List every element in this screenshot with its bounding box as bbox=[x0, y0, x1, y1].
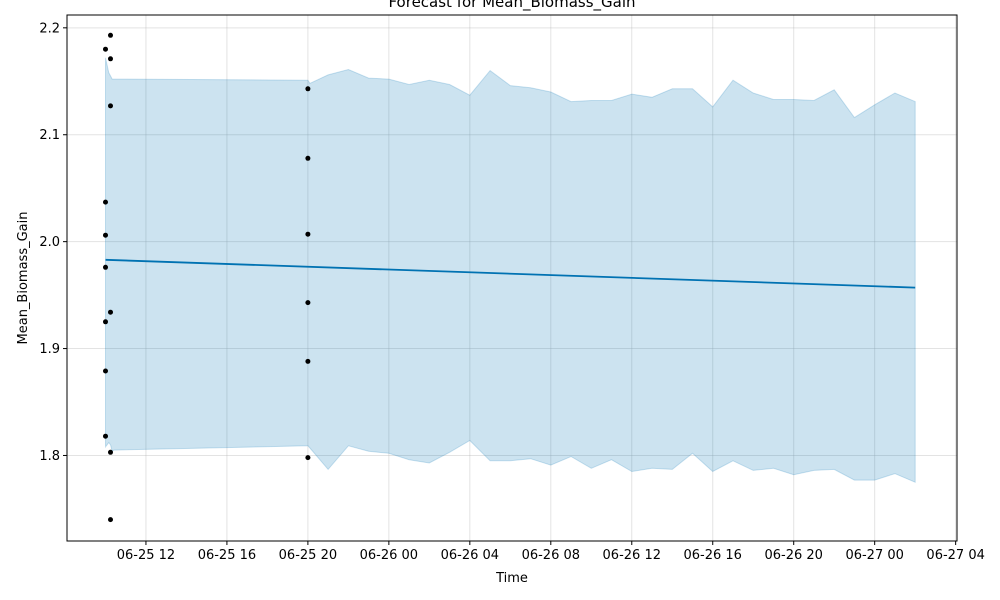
observed-point bbox=[103, 368, 108, 374]
x-tick-label: 06-25 20 bbox=[279, 548, 337, 563]
y-tick-label: 2.0 bbox=[39, 235, 60, 250]
x-axis-label: Time bbox=[495, 571, 528, 586]
observed-point bbox=[108, 56, 113, 62]
observed-point bbox=[108, 103, 113, 109]
uncertainty-band bbox=[105, 57, 916, 483]
plot-area-frame bbox=[66, 14, 958, 542]
observed-point bbox=[103, 46, 108, 52]
observed-point bbox=[103, 264, 108, 270]
x-tick-label: 06-26 04 bbox=[441, 548, 499, 563]
x-tick-label: 06-26 16 bbox=[684, 548, 742, 563]
y-tick-label: 2.1 bbox=[39, 128, 60, 143]
x-tick-label: 06-25 16 bbox=[198, 548, 256, 563]
x-tick-label: 06-26 20 bbox=[764, 548, 822, 563]
observed-point bbox=[103, 232, 108, 238]
chart-title: Forecast for Mean_Biomass_Gain bbox=[388, 0, 635, 12]
observed-point bbox=[305, 231, 311, 237]
observed-point bbox=[305, 455, 311, 461]
observed-point bbox=[108, 449, 113, 455]
observed-point bbox=[103, 199, 108, 205]
axis-ticks: 06-25 12 06-25 16 06-25 20 06-26 00 06-26 04… bbox=[39, 21, 985, 563]
x-tick-label: 06-27 00 bbox=[845, 548, 903, 563]
y-tick-label: 1.9 bbox=[39, 342, 60, 357]
x-tick-label: 06-25 12 bbox=[117, 548, 175, 563]
y-axis-label: Mean_Biomass_Gain bbox=[16, 212, 31, 345]
observed-point bbox=[305, 155, 311, 161]
observed-point bbox=[305, 86, 311, 92]
grid-lines bbox=[67, 15, 957, 541]
y-tick-label: 1.8 bbox=[39, 449, 60, 464]
observed-point bbox=[103, 319, 108, 325]
observed-point bbox=[108, 517, 113, 523]
observed-points-layer bbox=[103, 32, 311, 523]
observed-point bbox=[108, 309, 113, 315]
x-tick-label: 06-26 08 bbox=[522, 548, 580, 563]
x-tick-label: 06-27 04 bbox=[926, 548, 984, 563]
forecast-line bbox=[105, 258, 916, 289]
observed-point bbox=[108, 32, 113, 38]
x-tick-label: 06-26 12 bbox=[603, 548, 661, 563]
observed-point bbox=[305, 358, 311, 364]
x-tick-label: 06-26 00 bbox=[360, 548, 418, 563]
observed-point bbox=[103, 433, 108, 439]
observed-point bbox=[305, 300, 311, 306]
y-tick-label: 2.2 bbox=[39, 21, 60, 36]
forecast-line-layer bbox=[105, 258, 916, 289]
uncertainty-band-layer bbox=[105, 57, 916, 483]
